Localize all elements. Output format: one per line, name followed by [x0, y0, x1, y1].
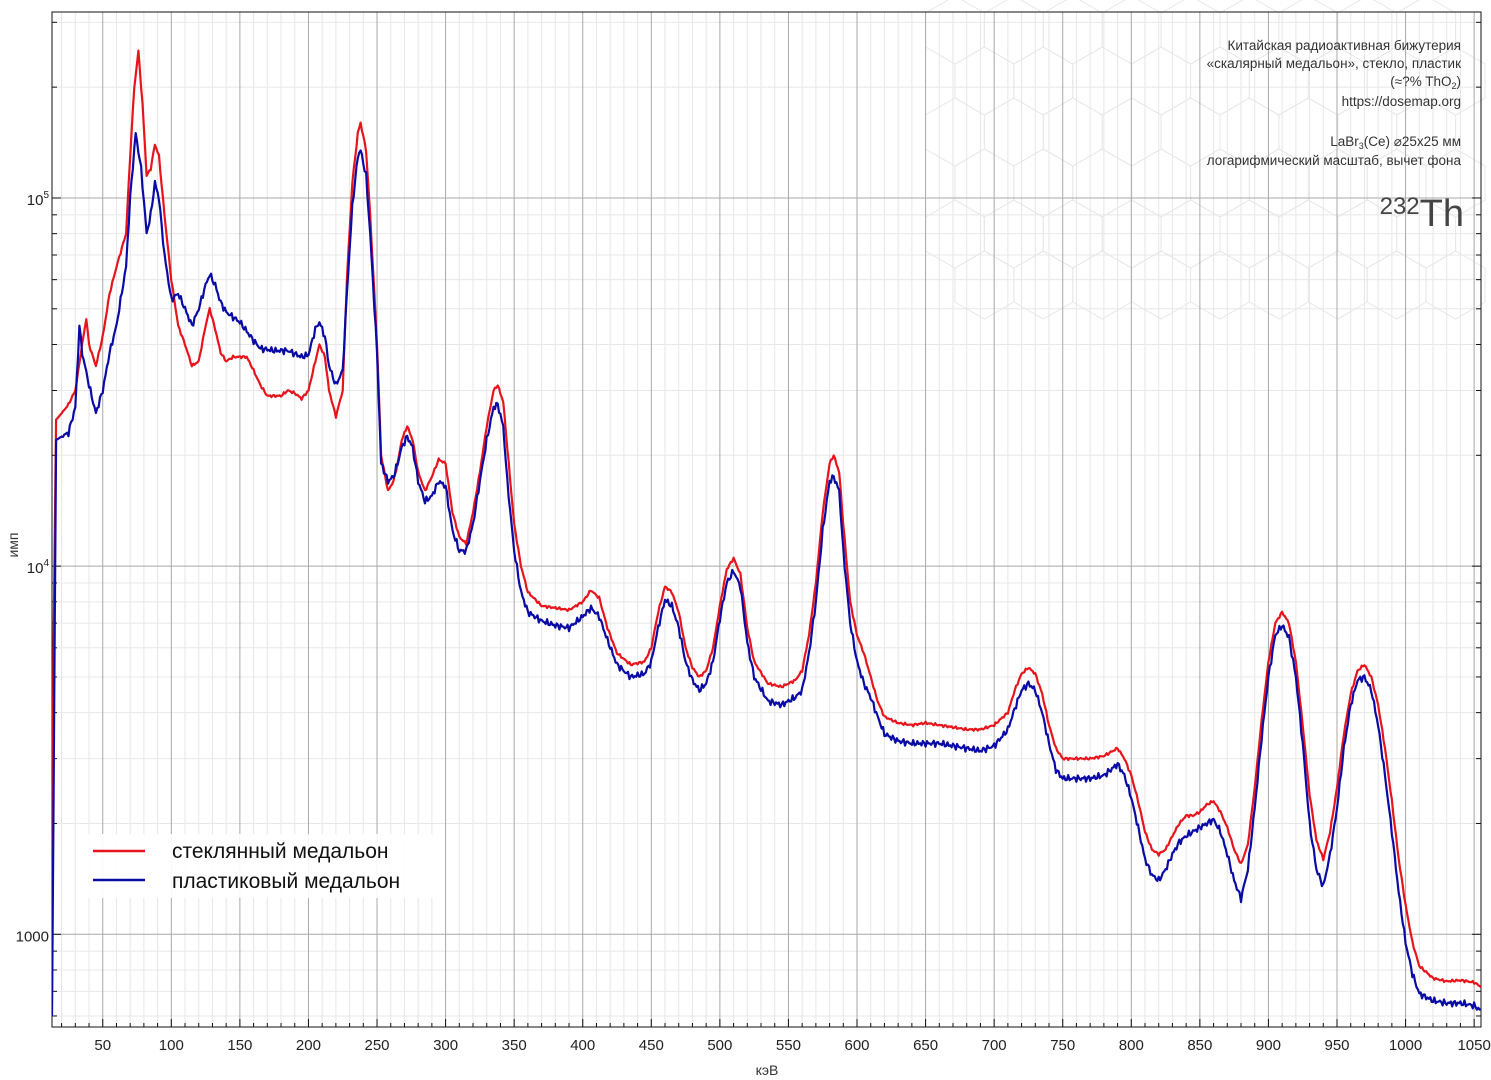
x-tick-label: 300 — [433, 1037, 458, 1054]
y-tick-label: 104 — [27, 558, 50, 577]
hexagon-cell — [1013, 46, 1074, 116]
info-line-4: https://dosemap.org — [1342, 94, 1461, 109]
series-line-glass — [52, 49, 1481, 992]
info-line-3-sub: 2 — [1451, 81, 1456, 91]
hexagon-cell — [925, 0, 985, 65]
x-tick-label: 1050 — [1457, 1037, 1490, 1054]
x-tick-label: 750 — [1050, 1037, 1075, 1054]
axis-ticks — [52, 21, 1481, 1027]
minor-grid — [52, 12, 1481, 1027]
info-line-6: логарифмический масштаб, вычет фона — [1207, 153, 1462, 168]
x-axis-label: кэВ — [756, 1062, 779, 1078]
isotope-mass: 232 — [1380, 193, 1420, 220]
x-tick-label: 800 — [1119, 1037, 1144, 1054]
legend-label-plastic: пластиковый медальон — [172, 870, 400, 893]
x-tick-label: 550 — [776, 1037, 801, 1054]
hexagon-cell — [1337, 0, 1398, 65]
x-tick-label: 450 — [639, 1037, 664, 1054]
legend: стеклянный медальон пластиковый медальон — [84, 834, 434, 898]
hexagon-cell — [925, 97, 985, 167]
hexagon-cell — [1072, 46, 1133, 116]
y-axis-label: имп — [5, 532, 21, 557]
x-tick-label: 350 — [502, 1037, 527, 1054]
series-line-plastic — [52, 132, 1481, 1017]
isotope-label: 232Th — [1380, 193, 1464, 235]
info-line-3: (≈?% ThO2) — [1390, 74, 1461, 91]
y-tick-label: 105 — [27, 190, 50, 209]
hexagon-cell — [1131, 46, 1192, 116]
hexagon-cell — [983, 97, 1044, 167]
x-tick-label: 950 — [1324, 1037, 1349, 1054]
hexagon-cell — [1425, 250, 1486, 320]
info-line-2: «скалярный медальон», стекло, пластик — [1207, 56, 1461, 71]
x-tick-label: 150 — [227, 1037, 252, 1054]
x-tick-label: 650 — [913, 1037, 938, 1054]
info-line-3-suffix: ) — [1457, 74, 1462, 89]
plot-frame — [51, 11, 1482, 1028]
x-tick-label: 500 — [707, 1037, 732, 1054]
x-tick-label: 600 — [844, 1037, 869, 1054]
info-line-5: LaBr3(Ce) ⌀25x25 мм — [1330, 134, 1461, 151]
legend-background — [84, 834, 434, 898]
x-tick-label: 50 — [94, 1037, 111, 1054]
x-tick-labels: 50 100 150 200 250 300 350 400 450 500 550 600 650 70… — [94, 1037, 1490, 1054]
y-tick-base: 1000 — [16, 928, 49, 945]
x-tick-label: 200 — [296, 1037, 321, 1054]
hexagon-cell — [1042, 0, 1103, 65]
info-line-5-sub: 3 — [1359, 141, 1364, 151]
y-tick-base: 10 — [27, 192, 44, 209]
legend-label-glass: стеклянный медальон — [172, 840, 389, 863]
y-tick-exponent: 5 — [43, 190, 49, 201]
hexagon-watermark-icon — [925, 0, 1486, 320]
x-tick-label: 400 — [570, 1037, 595, 1054]
x-tick-label: 250 — [365, 1037, 390, 1054]
info-line-5-suffix: (Ce) ⌀25x25 мм — [1364, 134, 1461, 149]
info-line-5-prefix: LaBr — [1330, 134, 1359, 149]
info-line-3-prefix: (≈?% ThO — [1390, 74, 1451, 89]
x-tick-label: 1000 — [1389, 1037, 1422, 1054]
hexagon-cell — [1278, 0, 1339, 65]
hexagon-cell — [1072, 148, 1133, 218]
hexagon-cell — [954, 46, 1015, 116]
y-tick-base: 10 — [27, 560, 44, 577]
x-tick-label: 850 — [1187, 1037, 1212, 1054]
x-tick-label: 700 — [982, 1037, 1007, 1054]
hexagon-cell — [1042, 97, 1103, 167]
x-tick-label: 900 — [1256, 1037, 1281, 1054]
isotope-symbol: Th — [1420, 193, 1464, 235]
hexagon-cell — [1160, 0, 1221, 65]
info-line-1: Китайская радиоактивная бижутерия — [1227, 38, 1461, 53]
hexagon-cell — [1131, 148, 1192, 218]
hexagon-cell — [1219, 0, 1280, 65]
hexagon-cell — [983, 0, 1044, 65]
info-annotation: Китайская радиоактивная бижутерия «скаля… — [1207, 38, 1464, 235]
y-tick-exponent: 4 — [43, 558, 49, 569]
y-tick-label: 1000 — [16, 928, 49, 945]
hexagon-cell — [1013, 148, 1074, 218]
major-grid — [52, 12, 1481, 1027]
hexagon-cell — [954, 148, 1015, 218]
series-layer — [52, 49, 1481, 1017]
x-tick-label: 100 — [159, 1037, 184, 1054]
